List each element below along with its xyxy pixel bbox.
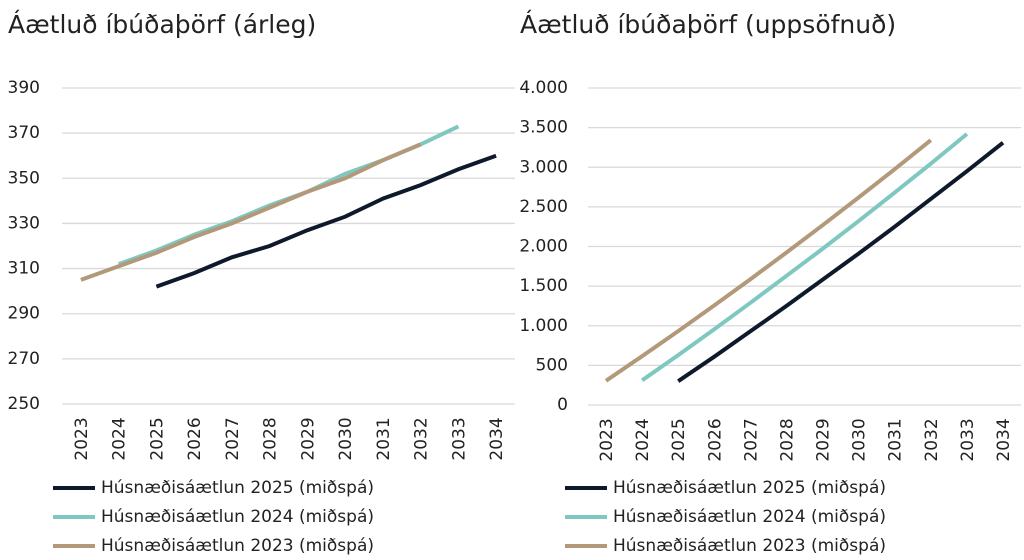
- y-tick-label: 3.500: [519, 118, 568, 138]
- series-line: [155, 153, 497, 289]
- y-tick-label: 310: [8, 259, 40, 279]
- y-tick-label: 250: [8, 394, 40, 414]
- series-line: [677, 141, 1005, 383]
- y-tick-label: 370: [8, 123, 40, 143]
- x-tick-label: 2029: [814, 418, 834, 461]
- y-tick-label: 4.000: [519, 78, 568, 98]
- y-tick-label: 290: [8, 304, 40, 324]
- x-tick-label: 2030: [336, 417, 356, 460]
- x-tick-label: 2025: [147, 417, 167, 460]
- series-line: [604, 138, 933, 383]
- x-tick-label: 2032: [922, 418, 942, 461]
- x-tick-label: 2029: [298, 417, 318, 460]
- x-tick-label: 2024: [633, 418, 653, 461]
- y-tick-label: 0: [557, 395, 568, 415]
- x-tick-label: 2031: [886, 418, 906, 461]
- chart-title: Áætluð íbúðaþörf (uppsöfnuð): [520, 10, 896, 39]
- x-tick-label: 2025: [669, 418, 689, 461]
- x-tick-label: 2034: [994, 418, 1014, 461]
- x-tick-label: 2026: [705, 418, 725, 461]
- x-tick-label: 2033: [958, 418, 978, 461]
- legend-label: Húsnæðisáætlun 2023 (miðspá): [101, 536, 374, 556]
- y-tick-label: 330: [8, 213, 40, 233]
- x-tick-label: 2034: [487, 417, 507, 460]
- x-tick-label: 2023: [597, 418, 617, 461]
- legend-label: Húsnæðisáætlun 2024 (miðspá): [613, 507, 886, 527]
- legend-label: Húsnæðisáætlun 2025 (miðspá): [101, 478, 374, 498]
- y-tick-label: 270: [8, 349, 40, 369]
- x-tick-label: 2028: [777, 418, 797, 461]
- y-tick-label: 1.000: [519, 316, 568, 336]
- chart-title: Áætluð íbúðaþörf (árleg): [8, 10, 316, 39]
- legend-label: Húsnæðisáætlun 2023 (miðspá): [613, 536, 886, 556]
- x-tick-label: 2032: [412, 417, 432, 460]
- x-tick-label: 2026: [185, 417, 205, 460]
- legend-label: Húsnæðisáætlun 2025 (miðspá): [613, 478, 886, 498]
- y-tick-label: 3.000: [519, 157, 568, 177]
- x-tick-label: 2028: [261, 417, 281, 460]
- legend-label: Húsnæðisáætlun 2024 (miðspá): [101, 507, 374, 527]
- x-tick-label: 2024: [110, 417, 130, 460]
- y-tick-label: 2.500: [519, 197, 568, 217]
- series-line: [117, 124, 460, 266]
- x-tick-label: 2033: [449, 417, 469, 460]
- x-tick-label: 2031: [374, 417, 394, 460]
- y-tick-label: 2.000: [519, 237, 568, 257]
- series-line: [640, 132, 969, 382]
- y-tick-label: 500: [536, 355, 568, 375]
- x-tick-label: 2023: [72, 417, 92, 460]
- y-tick-label: 350: [8, 168, 40, 188]
- x-tick-label: 2027: [223, 417, 243, 460]
- y-tick-label: 1.500: [519, 276, 568, 296]
- x-tick-label: 2027: [741, 418, 761, 461]
- series-line: [80, 142, 422, 282]
- x-tick-label: 2030: [850, 418, 870, 461]
- y-tick-label: 390: [8, 78, 40, 98]
